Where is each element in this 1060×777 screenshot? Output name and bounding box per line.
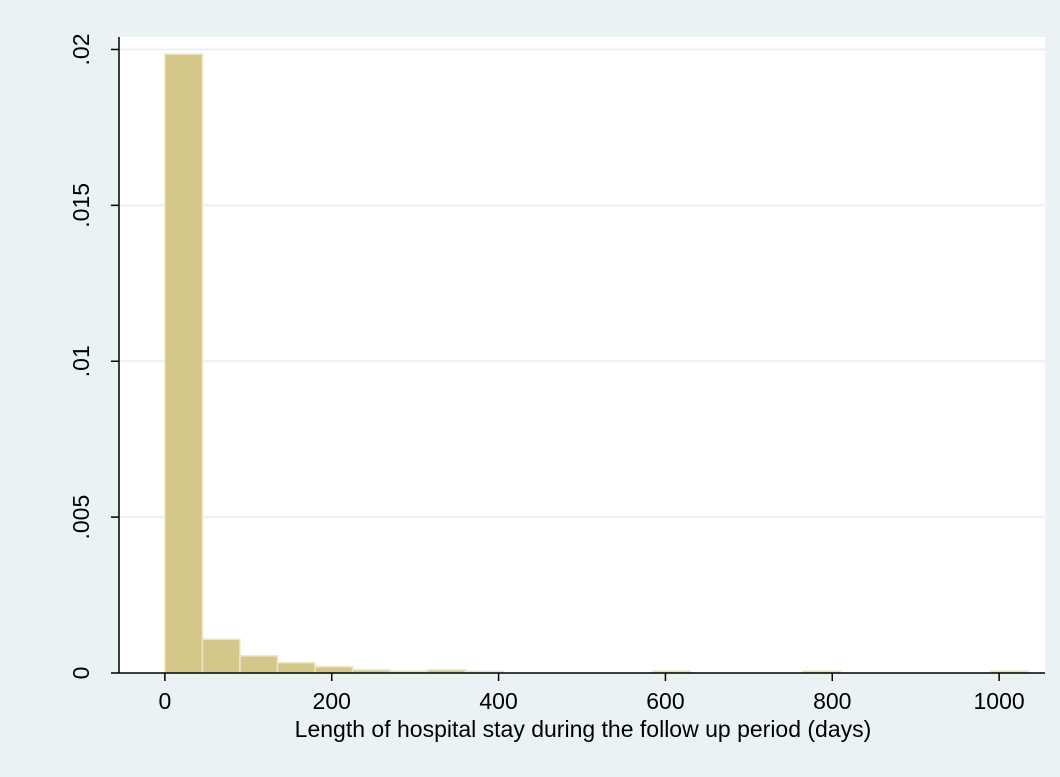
grid-lines: [119, 48, 1045, 519]
histogram-bar-0: [164, 53, 204, 674]
y-tick-label-3: .015: [68, 183, 94, 228]
y-tick-label-0: 0: [68, 667, 94, 680]
y-tick-label-2: .01: [68, 345, 94, 377]
y-tick-label-1: .005: [68, 495, 94, 540]
x-tick-label-3: 600: [646, 688, 684, 714]
x-tick-label-5: 1000: [974, 688, 1025, 714]
histogram-bar-2: [239, 655, 279, 674]
y-tick-label-4: .02: [68, 33, 94, 65]
axes: [118, 37, 1045, 674]
histogram-bar-3: [276, 661, 316, 674]
x-tick-label-0: 0: [158, 688, 171, 714]
x-axis-title: Length of hospital stay during the follo…: [295, 716, 872, 742]
y-axis-ticks: 0 .005 .01 .015 .02: [68, 33, 119, 679]
histogram-bar-1: [201, 638, 241, 674]
x-tick-label-1: 200: [313, 688, 351, 714]
x-axis-ticks: 0 200 400 600 800 1000: [158, 673, 1025, 714]
plot-area: [119, 37, 1045, 673]
x-tick-label-2: 400: [479, 688, 517, 714]
histogram-bar-4: [314, 666, 354, 674]
x-tick-label-4: 800: [813, 688, 851, 714]
